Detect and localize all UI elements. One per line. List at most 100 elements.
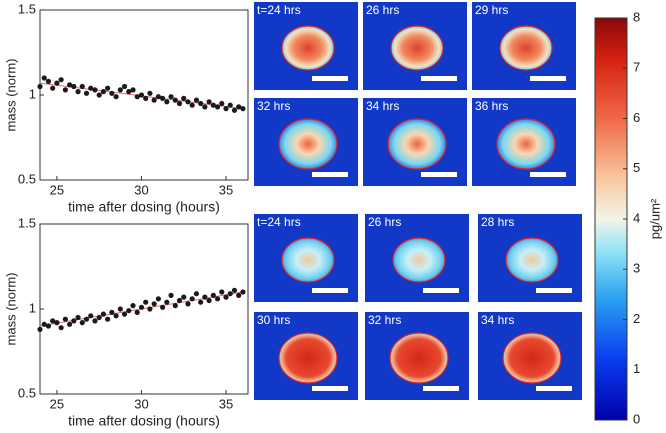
cell — [392, 237, 446, 283]
data-point — [130, 303, 136, 309]
data-point — [198, 299, 204, 305]
cell — [499, 25, 553, 71]
data-point — [71, 83, 77, 90]
data-point — [79, 320, 85, 326]
data-point — [147, 306, 153, 312]
data-point — [88, 313, 94, 319]
data-point — [100, 89, 107, 95]
data-point — [117, 306, 123, 312]
scale-bar — [421, 172, 457, 177]
data-point — [75, 89, 81, 95]
x-tick-label: 30 — [134, 396, 148, 411]
colorbar-tick-label: 6 — [633, 110, 640, 125]
panel-label: 36 hrs — [475, 99, 508, 113]
panel-label: 29 hrs — [475, 3, 508, 17]
data-point — [92, 318, 98, 324]
cell — [281, 237, 335, 283]
y-tick-label: 1 — [29, 86, 36, 101]
colorbar-tick-label: 4 — [633, 210, 640, 225]
colorbar-tick-label: 2 — [633, 311, 640, 326]
data-point — [66, 82, 73, 88]
scale-bar — [312, 172, 348, 177]
data-point — [62, 316, 68, 322]
colorbar-tick-label: 8 — [633, 9, 640, 24]
data-point — [193, 291, 200, 297]
data-point — [231, 107, 238, 113]
x-tick-label: 25 — [50, 396, 64, 411]
image-panel: 26 hrs — [365, 214, 469, 302]
data-point — [71, 318, 77, 324]
panel-label: 32 hrs — [368, 313, 401, 327]
data-point — [172, 303, 178, 309]
data-point — [164, 99, 170, 105]
data-point — [41, 75, 47, 81]
panel-label: t=24 hrs — [257, 215, 301, 229]
data-point — [210, 102, 216, 108]
colorbar-label: pg/um² — [647, 198, 662, 239]
data-point — [185, 301, 191, 307]
y-tick-label: 0.5 — [18, 385, 36, 400]
data-point — [134, 309, 140, 315]
data-point — [189, 102, 195, 108]
data-point — [181, 294, 187, 300]
data-point — [227, 291, 233, 297]
data-point — [236, 104, 242, 110]
data-point — [50, 318, 56, 324]
panel-label: 34 hrs — [366, 99, 399, 113]
data-point — [206, 99, 212, 105]
data-point — [58, 77, 64, 83]
data-point — [138, 92, 145, 98]
data-point — [75, 314, 81, 321]
data-point — [105, 316, 111, 322]
y-tick-label: 0.5 — [18, 171, 36, 186]
x-tick-label: 35 — [219, 182, 233, 197]
data-point — [219, 289, 225, 295]
colorbar-tick-label: 5 — [633, 160, 640, 175]
panel-label: 30 hrs — [257, 313, 290, 327]
data-point — [172, 97, 178, 103]
panel-label: 34 hrs — [481, 313, 514, 327]
colorbar-tick-label: 7 — [633, 60, 640, 75]
scale-bar — [421, 76, 457, 81]
data-point — [143, 299, 149, 305]
data-point — [214, 296, 221, 302]
cell — [389, 332, 449, 384]
data-point — [121, 311, 128, 317]
scale-bar — [530, 76, 566, 81]
panel-label: 32 hrs — [257, 99, 290, 113]
data-point — [113, 94, 119, 100]
data-point — [45, 323, 52, 329]
image-panel: 30 hrs — [254, 312, 358, 400]
data-point — [227, 102, 233, 108]
image-panel: 36 hrs — [472, 98, 576, 186]
data-point — [147, 90, 153, 96]
x-tick-label: 30 — [134, 182, 148, 197]
cell — [496, 118, 556, 170]
data-point — [134, 94, 140, 100]
data-point — [206, 297, 212, 304]
data-point — [240, 289, 246, 295]
data-point — [219, 100, 225, 107]
panel-label: 28 hrs — [481, 215, 514, 229]
data-point — [37, 326, 43, 332]
data-point — [117, 87, 123, 93]
data-point — [240, 106, 246, 112]
data-point — [160, 95, 166, 101]
cell — [505, 237, 559, 283]
cell — [502, 332, 562, 384]
data-point — [236, 292, 242, 298]
data-point — [66, 321, 73, 327]
data-point — [202, 294, 208, 300]
data-point — [83, 316, 90, 322]
cell — [281, 25, 335, 71]
data-point — [189, 296, 195, 302]
image-panel: 34 hrs — [478, 312, 582, 400]
data-point — [126, 308, 132, 314]
data-point — [109, 309, 115, 315]
data-point — [155, 94, 161, 100]
data-point — [109, 90, 115, 96]
data-point — [181, 95, 187, 101]
x-tick-label: 25 — [50, 182, 64, 197]
colorbar-tick-label: 1 — [633, 361, 640, 376]
scale-bar — [312, 288, 348, 293]
